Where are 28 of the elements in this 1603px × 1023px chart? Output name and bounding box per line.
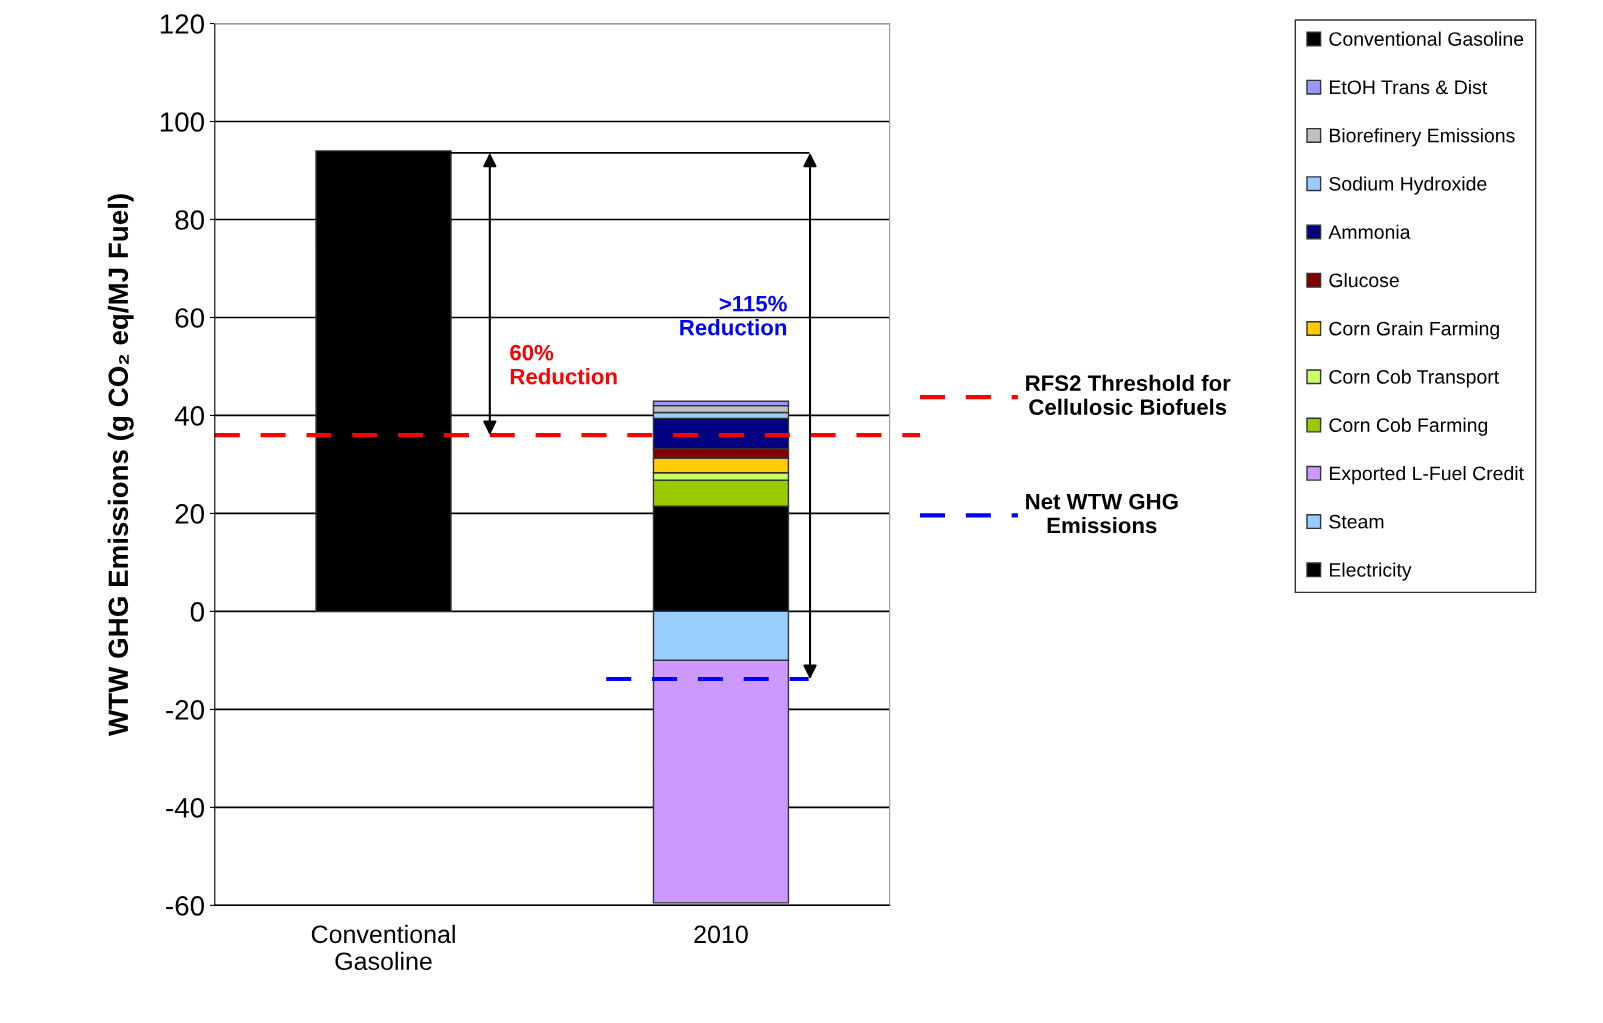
annotation: 60% Reduction — [510, 344, 617, 385]
legend-label: RFS2 Threshold for Cellulosic Biofuels — [1026, 374, 1231, 416]
y-tick-label: 40 — [174, 406, 204, 426]
y-tick-label: 20 — [175, 504, 204, 524]
y-axis-title: WTW GHG Emissions (g CO₂ eq/MJ Fuel) — [107, 194, 134, 737]
y-tick-label: -20 — [166, 700, 204, 720]
legend-label: Steam — [1329, 514, 1384, 529]
legend-label: Conventional Gasoline — [1329, 31, 1524, 46]
legend-label: Corn Cob Transport — [1329, 369, 1499, 388]
legend-label: Ammonia — [1328, 224, 1411, 239]
legend-label: Electricity — [1329, 562, 1412, 581]
y-tick-label: 100 — [160, 112, 204, 132]
legend-label: Exported L-Fuel Credit — [1329, 466, 1524, 485]
y-tick-label: 120 — [160, 14, 204, 34]
y-tick-label: 0 — [190, 602, 204, 622]
legend-label: EtOH Trans & Dist — [1329, 79, 1488, 95]
legend-label: Corn Grain Farming — [1329, 321, 1499, 340]
y-tick-label: 80 — [175, 210, 204, 230]
legend-label: Net WTW GHG Emissions — [1026, 493, 1178, 534]
y-tick-label: -40 — [166, 798, 204, 818]
y-tick-label: 60 — [175, 308, 204, 328]
legend-label: Sodium Hydroxide — [1329, 176, 1487, 195]
y-tick-label: -60 — [166, 896, 204, 916]
legend-label: Biorefinery Emissions — [1329, 128, 1515, 147]
x-tick-label: 2010 — [694, 925, 748, 944]
annotation: >115% Reduction — [680, 295, 787, 336]
legend-label: Corn Cob Farming — [1329, 417, 1488, 436]
legend-label: Glucose — [1329, 272, 1399, 288]
